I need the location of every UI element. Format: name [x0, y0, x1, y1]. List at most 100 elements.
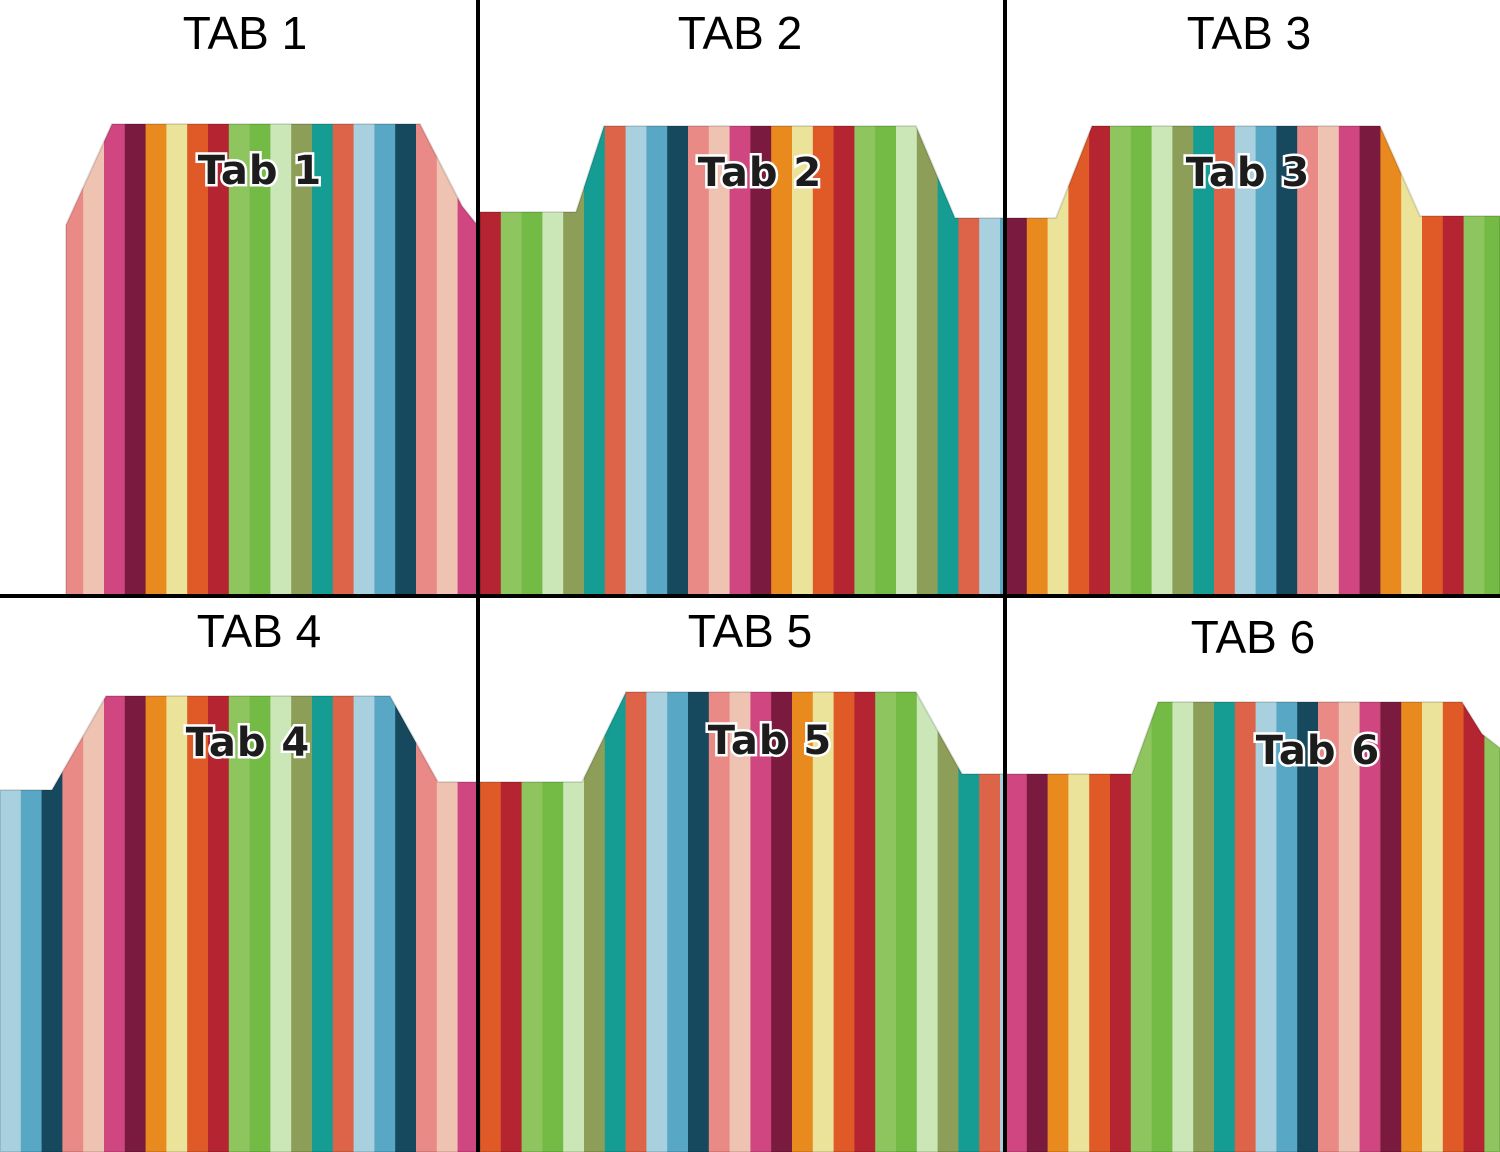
tab-outline [0, 695, 478, 1152]
tab-label: Tab 5 [708, 718, 833, 764]
stripe [521, 126, 543, 595]
stripe [708, 692, 731, 1152]
stripe [1047, 126, 1069, 595]
stripe [688, 126, 710, 595]
stripe [457, 124, 478, 595]
stripe [1110, 702, 1132, 1152]
stripe [1380, 702, 1402, 1152]
stripe [833, 692, 855, 1152]
tab-label: Tab 2 [698, 150, 823, 196]
stripe [62, 696, 84, 1152]
stripe [1068, 702, 1090, 1152]
stripe [124, 696, 147, 1152]
stripe [792, 126, 814, 595]
stripe [1000, 692, 1004, 1152]
stripe [208, 696, 230, 1152]
stripe [312, 696, 334, 1152]
stripe [312, 124, 334, 595]
stripe [771, 692, 793, 1152]
stripe [563, 126, 585, 595]
stripe [1255, 126, 1277, 595]
cell-title: TAB 3 [1186, 7, 1312, 59]
stripe [228, 696, 251, 1152]
stripe [1151, 126, 1173, 595]
stripe [1234, 702, 1257, 1152]
stripe [625, 126, 647, 595]
stripe [1276, 126, 1298, 595]
cell-title: TAB 5 [687, 605, 813, 657]
stripe [353, 696, 375, 1152]
stripe [979, 126, 1001, 595]
striped-tab-divider: Tab 6 [1006, 701, 1500, 1152]
stripe [1463, 702, 1485, 1152]
stripe [166, 696, 188, 1152]
stripe [1318, 126, 1340, 595]
stripe [1380, 126, 1402, 595]
stripe [916, 126, 939, 595]
stripe [896, 126, 918, 595]
stripe [332, 696, 355, 1152]
stripe [792, 692, 814, 1152]
stripe [1089, 702, 1111, 1152]
stripe [83, 696, 105, 1152]
stripe [480, 126, 502, 595]
stripe [249, 696, 271, 1152]
stripe [0, 696, 22, 1152]
stripe [416, 124, 438, 595]
tab-cell-4[interactable]: TAB 4 Tab 4 [0, 598, 478, 1152]
stripe [875, 692, 897, 1152]
cell-title: TAB 1 [182, 7, 308, 59]
stripe [584, 692, 606, 1152]
stripe [1000, 126, 1004, 595]
stripe [104, 124, 126, 595]
striped-tab-divider: Tab 5 [480, 691, 1004, 1152]
stripe [584, 126, 606, 595]
stripe [1422, 702, 1444, 1152]
stripe [145, 696, 167, 1152]
tab-cell-5[interactable]: TAB 5 Tab 5 [480, 598, 1004, 1152]
tab-cell-1[interactable]: TAB 1 Tab 1 [0, 0, 478, 595]
stripe [270, 696, 292, 1152]
stripe [395, 696, 417, 1152]
stripe [1442, 126, 1465, 595]
stripe [166, 124, 188, 595]
stripe [42, 0, 63, 595]
stripe [0, 0, 21, 595]
stripe [896, 692, 918, 1152]
stripe [1463, 126, 1485, 595]
stripe [833, 126, 855, 595]
tab-cell-6[interactable]: TAB 6 Tab 6 [1006, 598, 1500, 1152]
stripe [20, 696, 43, 1152]
stripe [1401, 702, 1423, 1152]
stripe [249, 124, 271, 595]
stripe [958, 692, 980, 1152]
vertical-divider-left [476, 0, 480, 1152]
stripe [1006, 126, 1028, 595]
stripe [812, 692, 835, 1152]
tab-label: Tab 6 [1256, 728, 1381, 774]
stripe [708, 126, 731, 595]
stripe [812, 126, 835, 595]
stripe [145, 124, 167, 595]
stripe [208, 124, 230, 595]
stripe [1130, 126, 1153, 595]
stripe [353, 124, 375, 595]
stripe [958, 126, 980, 595]
vertical-divider-right [1003, 0, 1007, 1152]
stripe [1318, 702, 1340, 1152]
stripe [436, 124, 459, 595]
stripe [1484, 702, 1500, 1152]
stripe [374, 696, 396, 1152]
stripe [854, 692, 876, 1152]
tab-cell-2[interactable]: TAB 2 Tab 2 [480, 0, 1004, 595]
stripe [604, 126, 627, 595]
tab-cell-3[interactable]: TAB 3 Tab 3 [1006, 0, 1500, 595]
stripe [1026, 702, 1049, 1152]
tab-outline [480, 691, 1004, 1152]
stripe [729, 692, 751, 1152]
stripe [187, 696, 209, 1152]
stripe [916, 692, 939, 1152]
stripe [270, 124, 292, 595]
stripe [1089, 126, 1111, 595]
stripe [750, 692, 772, 1152]
